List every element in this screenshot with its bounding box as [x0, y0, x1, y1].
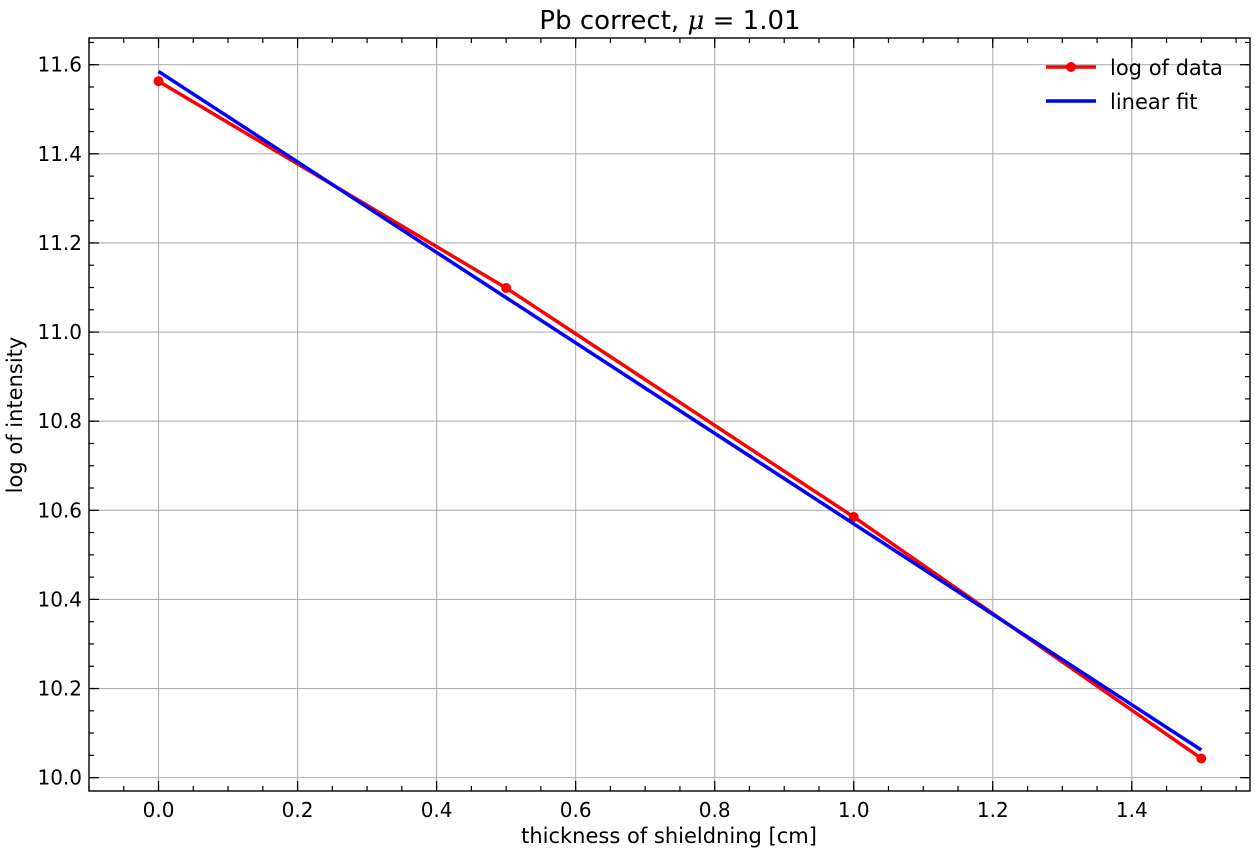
- y-tick-label: 10.2: [37, 677, 82, 701]
- chart-title: Pb correct, μ = 1.01: [539, 6, 800, 36]
- y-tick-label: 11.0: [37, 320, 82, 344]
- chart-title-prefix: Pb correct,: [539, 6, 687, 36]
- y-tick-label: 10.6: [37, 498, 82, 522]
- y-tick-label: 10.0: [37, 766, 82, 790]
- x-tick-label: 0.8: [699, 798, 731, 822]
- chart-title-suffix: = 1.01: [704, 6, 800, 36]
- series-line-linear-fit: [157, 69, 1203, 752]
- x-tick-label: 0.4: [421, 798, 453, 822]
- y-axis-label: log of intensity: [3, 337, 27, 494]
- y-tick-label: 10.8: [37, 409, 82, 433]
- ticks: [88, 38, 1250, 791]
- data-point-log-of-data: [153, 76, 164, 87]
- x-tick-label: 0.0: [143, 798, 175, 822]
- legend-marker-log-of-data: [1066, 62, 1076, 72]
- legend-label-log-of-data: log of data: [1110, 56, 1223, 80]
- data-point-log-of-data: [848, 511, 859, 522]
- x-tick-label: 0.2: [282, 798, 314, 822]
- y-tick-label: 11.2: [37, 231, 82, 255]
- plot-frame: [88, 37, 1251, 792]
- x-axis-label: thickness of shieldning [cm]: [521, 824, 817, 848]
- data-point-log-of-data: [501, 282, 512, 293]
- series-layer: [153, 69, 1207, 764]
- y-tick-label: 11.4: [37, 142, 82, 166]
- y-tick-label: 10.4: [37, 587, 82, 611]
- chart-title-symbol: μ: [687, 6, 704, 36]
- data-point-log-of-data: [1196, 753, 1207, 764]
- legend: log of data linear fit: [1046, 56, 1223, 114]
- x-tick-label: 0.6: [560, 798, 592, 822]
- x-tick-label: 1.4: [1116, 798, 1148, 822]
- legend-label-linear-fit: linear fit: [1110, 90, 1198, 114]
- tick-labels: 0.0 0.2 0.4 0.6 0.8 1.0 1.2 1.4 10.0 10.2 10.4 10.6…: [37, 53, 1147, 822]
- gridlines: [89, 38, 1250, 791]
- x-tick-label: 1.0: [838, 798, 870, 822]
- series-line-log-of-data: [157, 79, 1203, 760]
- y-tick-label: 11.6: [37, 53, 82, 77]
- x-tick-label: 1.2: [977, 798, 1009, 822]
